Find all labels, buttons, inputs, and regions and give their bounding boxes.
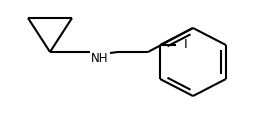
Text: I: I xyxy=(184,38,188,51)
Text: NH: NH xyxy=(91,51,109,64)
